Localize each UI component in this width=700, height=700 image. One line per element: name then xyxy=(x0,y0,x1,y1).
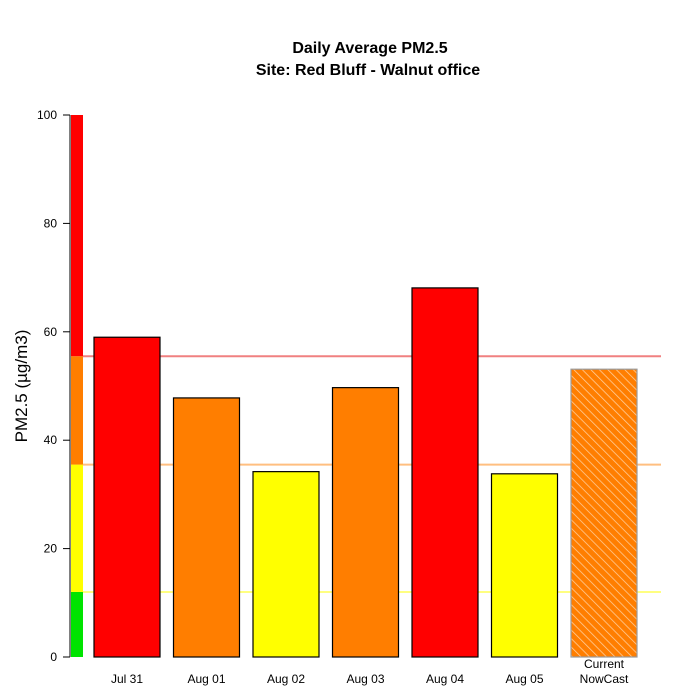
x-tick-label: Jul 31 xyxy=(111,672,143,686)
bar-3 xyxy=(331,387,400,658)
aqi-scale-segment-0 xyxy=(71,591,83,657)
x-tick-label: Aug 01 xyxy=(187,672,225,686)
bar-6 xyxy=(570,368,638,658)
y-tick-label: 0 xyxy=(50,650,57,664)
x-tick-label: Current NowCast xyxy=(580,657,629,686)
bar-0 xyxy=(93,336,161,658)
y-tick-label: 80 xyxy=(44,216,58,230)
aqi-scale-segment-1 xyxy=(71,464,83,592)
y-tick-label: 20 xyxy=(44,542,58,556)
y-tick-label: 40 xyxy=(44,433,58,447)
x-tick-label: Aug 02 xyxy=(267,672,305,686)
bar-4 xyxy=(411,287,479,658)
x-axis-labels: Jul 31 Aug 01 Aug 02 Aug 03 Aug 04 Aug 05 Curr… xyxy=(111,657,629,686)
chart-subtitle: Site: Red Bluff - Walnut office xyxy=(256,62,480,79)
bar-5 xyxy=(490,473,559,658)
bar-2 xyxy=(252,471,320,658)
y-axis-label: PM2.5 (µg/m3) xyxy=(12,330,31,443)
bars xyxy=(93,287,638,658)
y-axis: 0 20 40 60 80 100 xyxy=(37,108,71,664)
aqi-scale-bar xyxy=(71,115,83,657)
y-tick-label: 60 xyxy=(44,325,58,339)
x-tick-label: Aug 03 xyxy=(346,672,384,686)
bar-1 xyxy=(172,397,241,658)
aqi-scale-segment-3 xyxy=(71,115,83,357)
chart-title: Daily Average PM2.5 xyxy=(292,40,447,57)
y-tick-label: 100 xyxy=(37,108,57,122)
aqi-scale-segment-2 xyxy=(71,356,83,465)
x-tick-label: Aug 05 xyxy=(505,672,543,686)
x-tick-label: Aug 04 xyxy=(426,672,464,686)
